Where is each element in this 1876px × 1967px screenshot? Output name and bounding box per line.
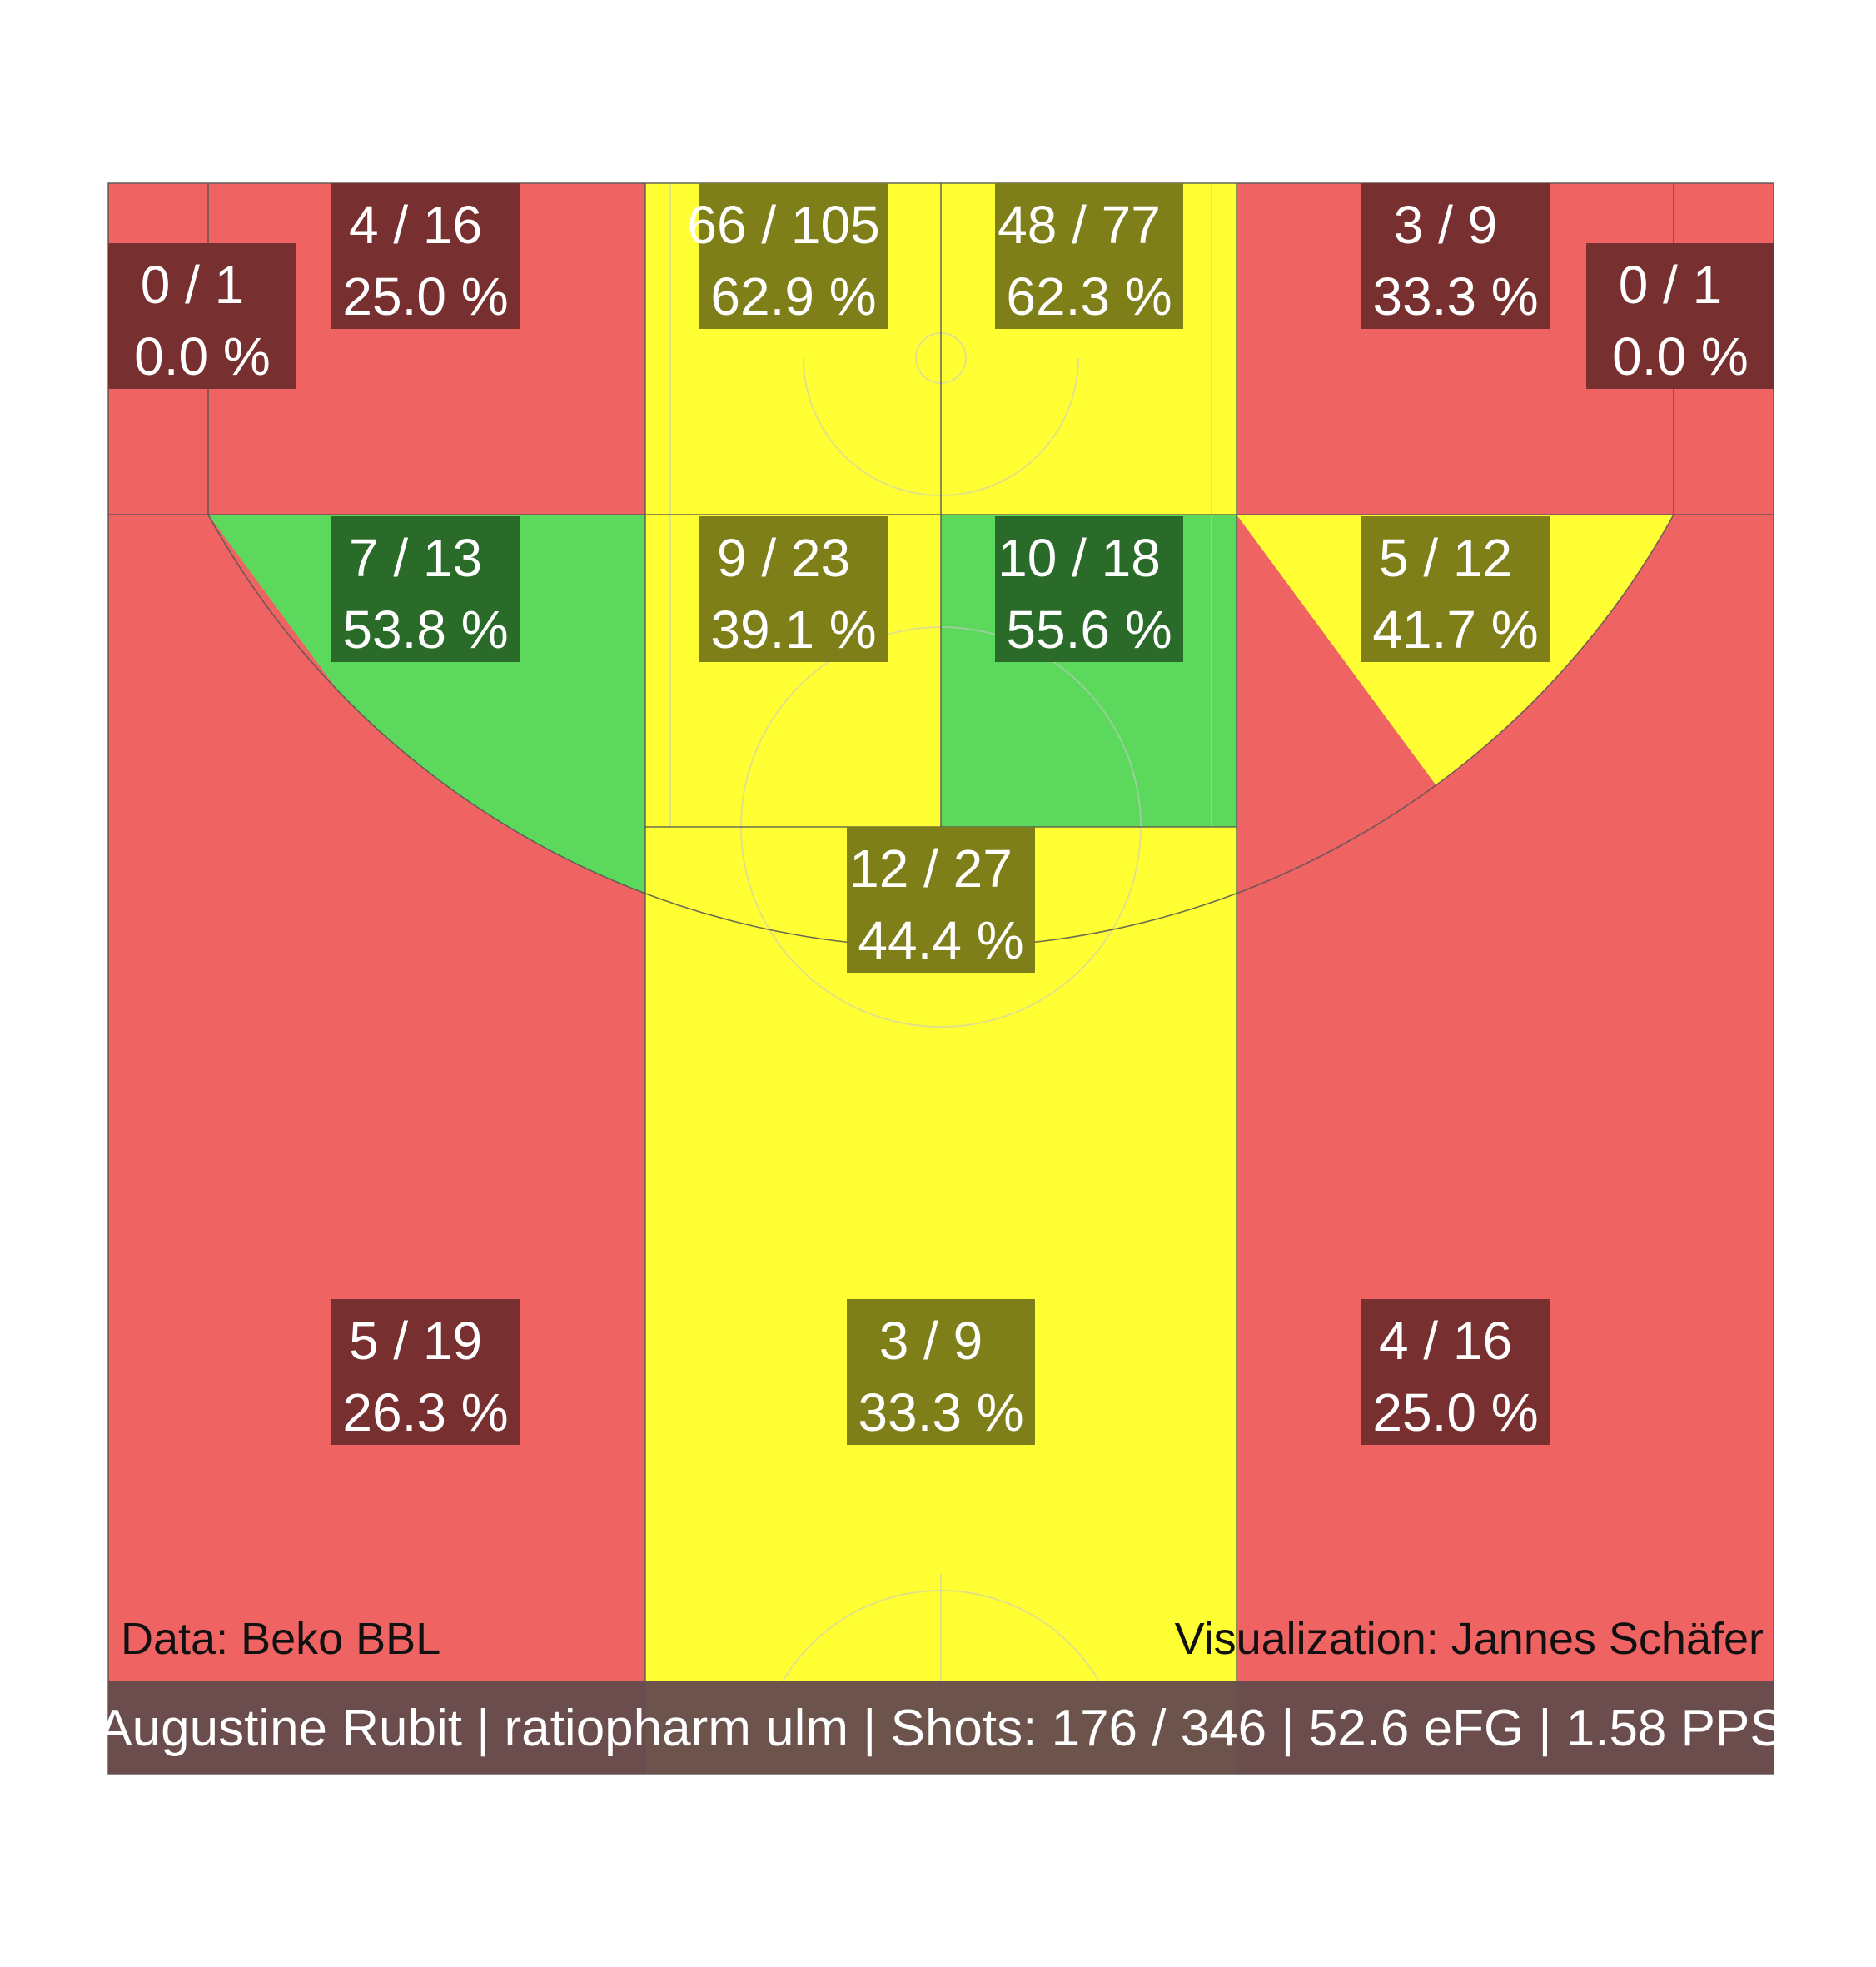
zone-label-box [1361, 183, 1550, 329]
zone-label-right-baseline-long-two: 3 / 9 33.3 % [1361, 183, 1550, 329]
zone-made-attempts: 3 / 9 [879, 1311, 983, 1371]
zone-label-left-wing-three: 5 / 19 26.3 % [331, 1299, 520, 1445]
zone-percentage: 39.1 % [710, 600, 876, 660]
zone-label-top-key-mid-range: 12 / 27 44.4 % [847, 827, 1035, 973]
zone-label-box [331, 183, 520, 329]
zone-percentage: 62.9 % [710, 266, 876, 326]
footer-summary: Augustine Rubit | ratiopharm ulm | Shots… [97, 1700, 1784, 1757]
zone-percentage: 0.0 % [1612, 326, 1749, 386]
zone-label-box [699, 516, 888, 662]
zone-percentage: 62.3 % [1006, 266, 1172, 326]
zone-label-left-wing-mid-range: 7 / 13 53.8 % [331, 516, 520, 662]
zone-made-attempts: 66 / 105 [687, 195, 879, 255]
zone-label-box [995, 183, 1183, 329]
zone-label-box [1361, 516, 1550, 662]
zone-label-right-elbow: 10 / 18 55.6 % [995, 516, 1183, 662]
zone-percentage: 0.0 % [134, 326, 271, 386]
zone-made-attempts: 10 / 18 [998, 528, 1161, 588]
zone-label-box [331, 1299, 520, 1445]
footer-banner [108, 1681, 1774, 1774]
zone-label-right-wing-mid-range: 5 / 12 41.7 % [1361, 516, 1550, 662]
zone-label-left-baseline-long-two: 4 / 16 25.0 % [331, 183, 520, 329]
zone-percentage: 55.6 % [1006, 600, 1172, 660]
zone-percentage: 53.8 % [342, 600, 508, 660]
zone-percentage: 41.7 % [1372, 600, 1538, 660]
zone-label-box [847, 1299, 1035, 1445]
zone-label-paint-right: 48 / 77 62.3 % [995, 183, 1183, 329]
zone-percentage: 33.3 % [1372, 266, 1538, 326]
zone-label-box [331, 516, 520, 662]
zone-label-box [847, 827, 1035, 973]
zone-right-outer [1237, 183, 1774, 1774]
zone-label-right-corner-three: 0 / 1 0.0 % [1586, 243, 1774, 389]
zone-label-box [108, 243, 296, 389]
zone-label-left-corner-three: 0 / 1 0.0 % [108, 243, 296, 389]
zone-label-box [1361, 1299, 1550, 1445]
zone-made-attempts: 7 / 13 [349, 528, 482, 588]
zone-made-attempts: 9 / 23 [717, 528, 850, 588]
zone-percentage: 25.0 % [1372, 1382, 1538, 1442]
zone-percentage: 44.4 % [858, 910, 1023, 970]
zone-made-attempts: 0 / 1 [141, 255, 245, 315]
zone-percentage: 25.0 % [342, 266, 508, 326]
zone-label-box [699, 183, 888, 329]
zone-made-attempts: 5 / 12 [1379, 528, 1512, 588]
visualization-credit: Visualization: Jannes Schäfer [1175, 1614, 1764, 1664]
zone-percentage: 26.3 % [342, 1382, 508, 1442]
zone-made-attempts: 0 / 1 [1619, 255, 1723, 315]
zone-labels: 0 / 1 0.0 % 4 / 16 25.0 % 66 / 105 62.9 % 48 /… [108, 183, 1774, 1445]
zone-label-paint-left: 66 / 105 62.9 % [687, 183, 888, 329]
zone-label-top-three: 3 / 9 33.3 % [847, 1299, 1035, 1445]
zone-left-outer [108, 183, 645, 1774]
zone-made-attempts: 4 / 16 [349, 195, 482, 255]
zone-label-box [1586, 243, 1774, 389]
zone-made-attempts: 5 / 19 [349, 1311, 482, 1371]
zone-label-left-elbow: 9 / 23 39.1 % [699, 516, 888, 662]
zone-label-box [995, 516, 1183, 662]
zone-label-right-wing-three: 4 / 16 25.0 % [1361, 1299, 1550, 1445]
zone-percentage: 33.3 % [858, 1382, 1023, 1442]
zone-made-attempts: 48 / 77 [998, 195, 1161, 255]
data-credit: Data: Beko BBL [121, 1614, 440, 1664]
zone-made-attempts: 4 / 16 [1379, 1311, 1512, 1371]
zone-made-attempts: 3 / 9 [1394, 195, 1498, 255]
zone-made-attempts: 12 / 27 [849, 839, 1013, 899]
